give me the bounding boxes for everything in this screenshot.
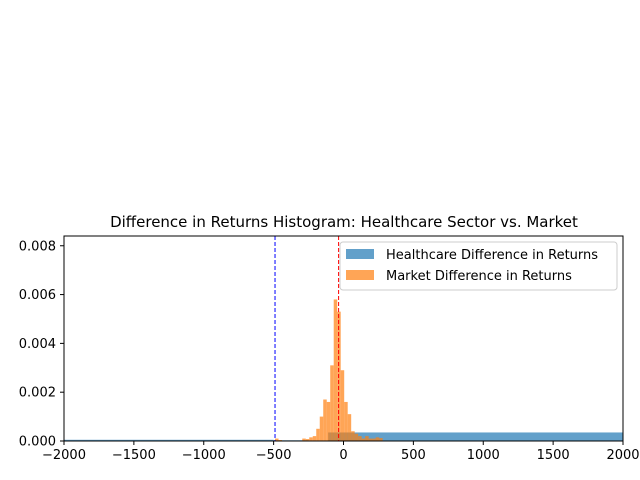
market-bar-18 [358, 436, 362, 441]
x-tick-label-3: −500 [256, 448, 292, 463]
market-bar-16 [351, 431, 355, 441]
x-tick-label-7: 1500 [537, 448, 570, 463]
legend-swatch-healthcare [346, 249, 374, 259]
market-bar-19 [361, 438, 366, 441]
x-tick-label-6: 1000 [467, 448, 500, 463]
y-axis: 0.000 0.002 0.004 0.006 0.008 [19, 239, 64, 450]
market-bar-24 [379, 438, 383, 441]
market-bar-5 [312, 436, 317, 441]
market-bar-13 [340, 370, 345, 441]
y-tick-label-0: 0.000 [19, 435, 56, 450]
market-bar-2 [302, 438, 306, 441]
market-bar-23 [375, 437, 380, 441]
x-tick-label-8: 2000 [606, 448, 639, 463]
market-bar-17 [354, 433, 359, 441]
legend-label-market: Market Difference in Returns [386, 269, 572, 284]
x-tick-label-4: 0 [339, 448, 347, 463]
y-tick-label-1: 0.002 [19, 386, 56, 401]
x-tick-label-5: 500 [401, 448, 426, 463]
market-bar-8 [323, 399, 327, 441]
market-bar-4 [309, 437, 313, 441]
market-bar-21 [368, 438, 373, 441]
market-bar-7 [319, 416, 324, 441]
market-bar-0 [275, 438, 279, 441]
market-bar-14 [344, 401, 348, 441]
x-axis: −2000 −1500 −1000 −500 0 500 1000 1500 2000 [42, 441, 640, 463]
y-tick-label-3: 0.006 [19, 288, 56, 303]
x-tick-label-1: −1500 [112, 448, 156, 463]
market-bar-10 [330, 365, 334, 441]
legend: Healthcare Difference in Returns Market … [339, 241, 618, 291]
market-bar-15 [347, 414, 352, 441]
reference-lines [274, 236, 340, 441]
healthcare-bar-0 [64, 439, 274, 441]
y-tick-label-2: 0.004 [19, 337, 56, 352]
y-tick-label-4: 0.008 [19, 239, 56, 254]
legend-box [339, 241, 618, 291]
market-bar-20 [365, 436, 369, 441]
legend-label-healthcare: Healthcare Difference in Returns [386, 248, 598, 263]
x-tick-label-2: −1000 [182, 448, 226, 463]
market-bar-3 [305, 439, 310, 441]
market-bar-9 [326, 401, 331, 441]
market-bar-11 [333, 299, 338, 441]
legend-swatch-market [346, 270, 374, 280]
histogram-bars [64, 299, 623, 441]
chart-title: Difference in Returns Histogram: Healthc… [110, 213, 578, 231]
x-tick-label-0: −2000 [42, 448, 86, 463]
healthcare-bar-3 [357, 432, 623, 441]
market-bar-6 [316, 428, 320, 441]
market-bar-22 [372, 438, 376, 441]
